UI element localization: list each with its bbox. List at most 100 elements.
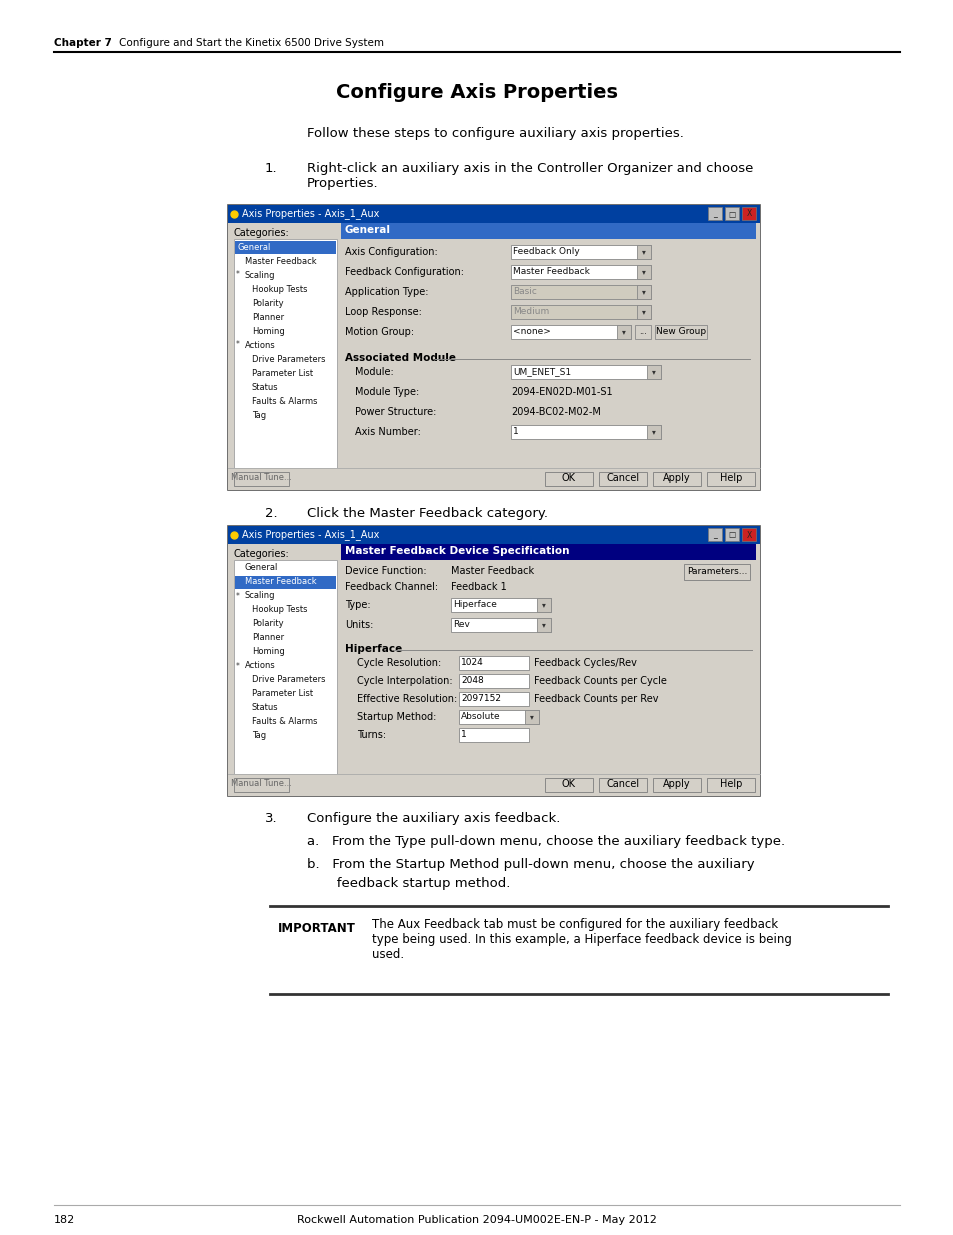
Text: Categories:: Categories:	[233, 228, 290, 238]
Text: Type:: Type:	[345, 600, 370, 610]
Bar	[228, 205, 760, 490]
Bar	[228, 205, 760, 224]
Text: Axis Properties - Axis_1_Aux: Axis Properties - Axis_1_Aux	[242, 207, 379, 219]
Bar	[724, 529, 739, 541]
Text: 2097152: 2097152	[460, 694, 500, 703]
Text: ▾: ▾	[641, 247, 645, 256]
Bar	[511, 325, 630, 338]
Text: 2.: 2.	[265, 508, 277, 520]
Text: Faults & Alarms: Faults & Alarms	[252, 396, 317, 405]
Bar	[544, 472, 593, 487]
Bar	[707, 207, 721, 220]
Text: □: □	[727, 210, 735, 219]
Text: Turns:: Turns:	[356, 730, 386, 740]
Bar	[741, 529, 755, 541]
Text: Drive Parameters: Drive Parameters	[252, 676, 325, 684]
Text: 2094-EN02D-M01-S1: 2094-EN02D-M01-S1	[511, 387, 612, 396]
Text: Homing: Homing	[252, 326, 284, 336]
Bar	[637, 245, 650, 259]
Bar	[598, 778, 646, 792]
Text: Parameters...: Parameters...	[686, 567, 746, 576]
Bar	[511, 425, 660, 438]
Bar	[511, 366, 660, 379]
Bar	[706, 778, 754, 792]
Text: Absolute: Absolute	[460, 713, 500, 721]
Text: *: *	[235, 341, 239, 350]
Text: The Aux Feedback tab must be configured for the auxiliary feedback: The Aux Feedback tab must be configured …	[372, 918, 778, 931]
Text: Rockwell Automation Publication 2094-UM002E-EN-P - May 2012: Rockwell Automation Publication 2094-UM0…	[296, 1215, 657, 1225]
Bar	[741, 207, 755, 220]
Bar	[451, 618, 551, 632]
Text: Parameter List: Parameter List	[252, 689, 313, 699]
Bar	[228, 526, 760, 797]
Bar	[617, 325, 630, 338]
Text: Click the Master Feedback category.: Click the Master Feedback category.	[307, 508, 547, 520]
Text: Faults & Alarms: Faults & Alarms	[252, 718, 317, 726]
Bar	[537, 598, 551, 613]
Bar	[228, 468, 760, 490]
Text: X: X	[745, 210, 751, 219]
Text: Feedback Channel:: Feedback Channel:	[345, 582, 437, 592]
Text: ▾: ▾	[641, 287, 645, 296]
Text: □: □	[727, 531, 735, 540]
Bar	[234, 241, 335, 254]
Bar	[652, 472, 700, 487]
Bar	[233, 559, 336, 774]
Text: General: General	[237, 242, 271, 252]
Text: Medium: Medium	[513, 308, 549, 316]
Text: Hookup Tests: Hookup Tests	[252, 605, 307, 615]
Bar	[511, 266, 650, 279]
Text: Scaling: Scaling	[245, 592, 275, 600]
Text: Follow these steps to configure auxiliary axis properties.: Follow these steps to configure auxiliar…	[307, 127, 683, 140]
Text: Device Function:: Device Function:	[345, 566, 426, 576]
Text: Apply: Apply	[662, 473, 690, 483]
Text: Axis Number:: Axis Number:	[355, 427, 420, 437]
Text: IMPORTANT: IMPORTANT	[277, 923, 355, 935]
Text: Planner: Planner	[252, 634, 284, 642]
Text: Effective Resolution:: Effective Resolution:	[356, 694, 456, 704]
Bar	[635, 325, 650, 338]
Bar	[340, 224, 755, 240]
Text: 2094-BC02-M02-M: 2094-BC02-M02-M	[511, 408, 600, 417]
Text: Loop Response:: Loop Response:	[345, 308, 421, 317]
Text: Feedback Only: Feedback Only	[513, 247, 579, 256]
Text: Help: Help	[720, 473, 741, 483]
Text: Drive Parameters: Drive Parameters	[252, 354, 325, 363]
Text: General: General	[345, 225, 391, 235]
Text: ...: ...	[639, 327, 646, 336]
Text: Hiperface: Hiperface	[453, 600, 497, 609]
Text: Planner: Planner	[252, 312, 284, 321]
Bar	[637, 266, 650, 279]
Text: Hiperface: Hiperface	[345, 643, 402, 655]
Text: General: General	[245, 563, 278, 573]
Text: Feedback Configuration:: Feedback Configuration:	[345, 267, 463, 277]
Bar	[458, 727, 529, 742]
Text: Actions: Actions	[245, 341, 275, 350]
Bar	[458, 674, 529, 688]
Bar	[340, 224, 755, 468]
Text: Configure and Start the Kinetix 6500 Drive System: Configure and Start the Kinetix 6500 Dri…	[106, 38, 384, 48]
Text: Motion Group:: Motion Group:	[345, 327, 414, 337]
Text: Units:: Units:	[345, 620, 373, 630]
Text: ▾: ▾	[652, 427, 656, 436]
Text: Cancel: Cancel	[606, 779, 639, 789]
Text: ▾: ▾	[652, 367, 656, 375]
Bar	[637, 305, 650, 319]
Bar	[655, 325, 706, 338]
Text: Actions: Actions	[245, 662, 275, 671]
Text: Polarity: Polarity	[252, 299, 283, 308]
Text: Module Type:: Module Type:	[355, 387, 418, 396]
Text: 182: 182	[54, 1215, 75, 1225]
Text: ▾: ▾	[541, 600, 545, 609]
Text: Master Feedback: Master Feedback	[513, 267, 589, 275]
Bar	[724, 207, 739, 220]
Text: New Group: New Group	[656, 327, 705, 336]
Text: Homing: Homing	[252, 647, 284, 657]
Text: Scaling: Scaling	[245, 270, 275, 279]
Bar	[537, 618, 551, 632]
Text: Power Structure:: Power Structure:	[355, 408, 436, 417]
Text: Tag: Tag	[252, 410, 266, 420]
Text: Cycle Resolution:: Cycle Resolution:	[356, 658, 441, 668]
Text: Manual Tune...: Manual Tune...	[231, 473, 291, 482]
Text: 1024: 1024	[460, 658, 483, 667]
